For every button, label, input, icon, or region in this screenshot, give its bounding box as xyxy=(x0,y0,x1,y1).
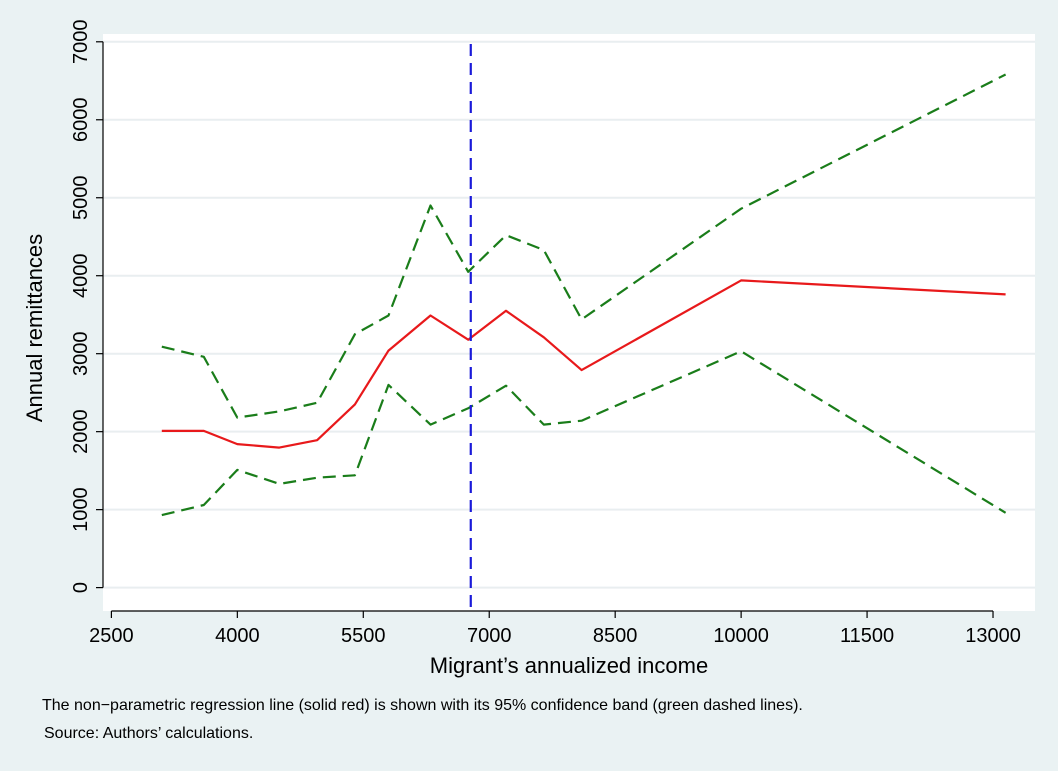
footnote-source: Source: Authors’ calculations. xyxy=(44,725,254,742)
tick-label-layer: 0 1000 2000 3000 4000 5000 6000 7000 2500 4000 550… xyxy=(70,20,1021,647)
x-tick-label-5500: 5500 xyxy=(341,625,386,647)
y-tick-label-1000: 1000 xyxy=(70,487,92,532)
footnote-description: The non−parametric regression line (soli… xyxy=(42,697,803,714)
x-tick-label-8500: 8500 xyxy=(593,625,638,647)
x-tick-label-11500: 11500 xyxy=(840,625,894,647)
x-tick-label-13000: 13000 xyxy=(965,625,1021,647)
grid-layer xyxy=(103,40,1035,589)
y-tick-label-6000: 6000 xyxy=(70,98,92,142)
x-tick-label-4000: 4000 xyxy=(215,625,260,647)
y-tick-label-0: 0 xyxy=(70,582,92,593)
series-layer xyxy=(161,73,1007,517)
axes xyxy=(96,41,994,618)
y-tick-label-2000: 2000 xyxy=(70,409,92,454)
y-tick-label-4000: 4000 xyxy=(70,253,92,298)
upper-confidence-band xyxy=(161,73,1007,419)
y-tick-label-3000: 3000 xyxy=(70,331,92,376)
y-tick-label-7000: 7000 xyxy=(70,20,92,65)
y-axis-title: Annual remittances xyxy=(22,234,47,422)
y-tick-label-5000: 5000 xyxy=(70,175,92,220)
x-tick-label-10000: 10000 xyxy=(713,625,769,647)
x-tick-label-2500: 2500 xyxy=(89,625,134,647)
plot-area xyxy=(103,34,1035,611)
x-tick-label-7000: 7000 xyxy=(467,625,512,647)
x-axis-title: Migrant’s annualized income xyxy=(430,653,708,678)
regression-line xyxy=(161,279,1006,449)
